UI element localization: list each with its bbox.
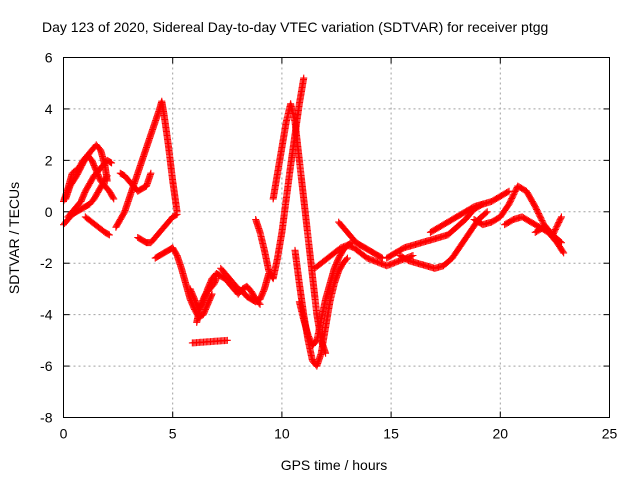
series-trace-19 — [335, 218, 386, 262]
x-tick-label: 25 — [602, 426, 618, 442]
data-point — [103, 172, 111, 180]
y-axis-label: SDTVAR / TECUs — [6, 182, 22, 294]
y-tick-label: 0 — [45, 204, 53, 220]
data-point — [560, 249, 568, 257]
data-point — [104, 230, 112, 238]
series-trace-5 — [81, 213, 113, 239]
data-point — [208, 290, 216, 298]
x-tick-label: 15 — [383, 426, 399, 442]
data-point — [409, 252, 417, 259]
chart-title: Day 123 of 2020, Sidereal Day-to-day VTE… — [42, 19, 548, 35]
grid-layer — [63, 57, 610, 418]
data-point — [110, 195, 118, 203]
series-trace-12 — [188, 336, 231, 347]
x-tick-label: 10 — [274, 426, 290, 442]
data-point — [212, 275, 220, 283]
series-trace-11 — [193, 275, 220, 326]
data-point — [505, 187, 513, 195]
data-point — [482, 209, 490, 217]
data-point — [504, 188, 512, 196]
y-tick-label: -2 — [40, 255, 53, 271]
series-trace-8 — [134, 210, 181, 247]
data-point — [105, 231, 113, 239]
x-tick-label: 20 — [493, 426, 509, 442]
data-point — [102, 173, 110, 181]
data-point — [223, 336, 231, 344]
y-tick-label: -4 — [40, 307, 53, 323]
y-tick-label: -6 — [40, 358, 53, 374]
data-point — [106, 158, 114, 166]
series-trace-7 — [116, 169, 155, 195]
x-tick-label: 5 — [169, 426, 177, 442]
y-tick-label: 2 — [45, 152, 53, 168]
data-point — [377, 253, 385, 261]
data-point — [557, 213, 565, 221]
plot-frame — [63, 57, 610, 418]
series-trace-25 — [531, 213, 565, 239]
data-point — [343, 254, 351, 262]
series-trace-3 — [64, 156, 116, 221]
data-point — [108, 159, 116, 167]
y-tick-label: -8 — [40, 410, 53, 426]
marks-layer — [60, 74, 568, 370]
data-point — [559, 248, 567, 256]
y-tick-label: 4 — [45, 101, 53, 117]
data-point — [109, 194, 117, 202]
ticks-layer: 0 5 10 15 20 25 -8 -6 -4 -2 0 2 4 6 — [40, 50, 617, 442]
data-point — [172, 211, 180, 219]
y-tick-label: 6 — [45, 50, 53, 66]
data-point — [147, 169, 155, 177]
data-point — [173, 210, 181, 218]
data-point — [342, 255, 350, 263]
x-tick-label: 0 — [60, 426, 68, 442]
data-point — [557, 214, 565, 222]
data-point — [300, 74, 308, 82]
series-trace-22 — [426, 187, 513, 236]
x-axis-label: GPS time / hours — [281, 457, 388, 473]
series-trace-13 — [217, 264, 273, 306]
data-point — [483, 208, 491, 216]
